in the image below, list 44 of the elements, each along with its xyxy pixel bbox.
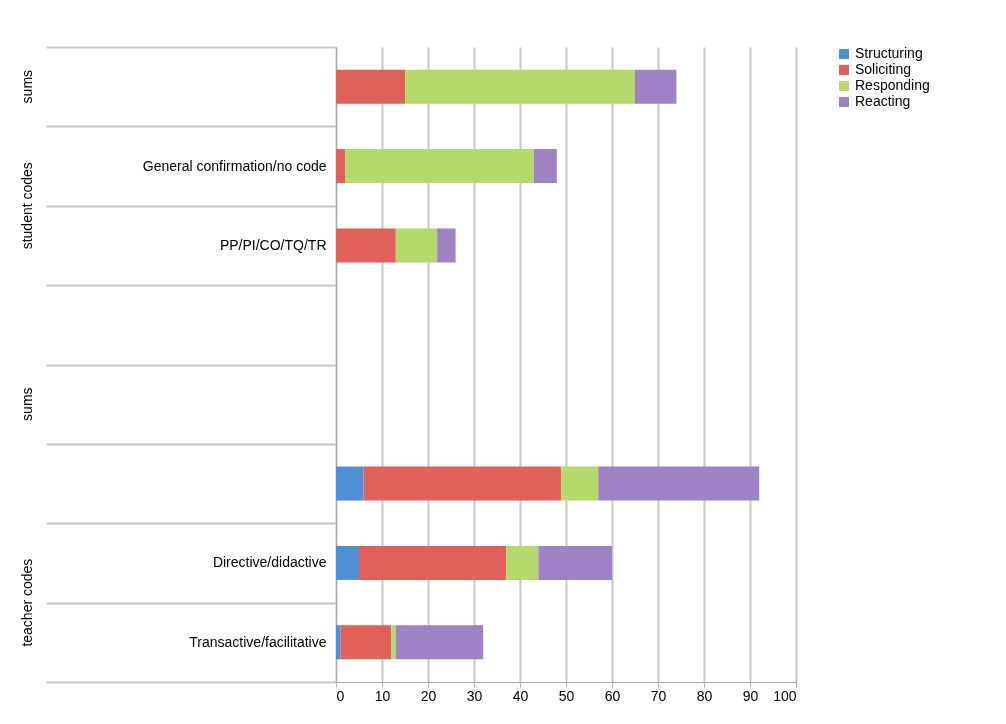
text: sums [18, 387, 35, 421]
y-tick-label: Transactive/facilitative [189, 633, 327, 650]
bar [336, 466, 364, 501]
bar [359, 545, 507, 580]
y-tick-label: Directive/didactive [212, 554, 327, 571]
bar [395, 228, 438, 263]
y-tick-label: PP/PI/CO/TQ/TR [219, 236, 327, 253]
bar [395, 625, 484, 660]
bar [340, 625, 392, 660]
bar [336, 625, 341, 660]
bar [336, 69, 405, 104]
x-tick-label: 10 [374, 687, 391, 704]
bar [533, 149, 557, 184]
bar [506, 545, 539, 580]
bar [391, 625, 396, 660]
x-tick-label: 80 [696, 687, 713, 704]
legend-label: Structuring [855, 45, 923, 61]
text: student codes [18, 162, 35, 250]
bar [336, 149, 346, 184]
bar [345, 149, 534, 184]
bar [598, 466, 760, 501]
y-tick-label: General confirmation/no code [142, 157, 327, 174]
x-tick-label: 30 [466, 687, 483, 704]
legend-label: Reacting [855, 93, 911, 109]
bar [538, 545, 612, 580]
x-tick-label: 50 [558, 687, 575, 704]
x-tick-label: 60 [604, 687, 621, 704]
x-tick-label: 20 [420, 687, 437, 704]
bar [561, 466, 599, 501]
x-tick-label: 100 [773, 687, 797, 704]
x-tick-label: 40 [512, 687, 529, 704]
legend-label: Responding [855, 77, 930, 93]
x-tick-label: 90 [742, 687, 759, 704]
text: teacher codes [18, 558, 35, 647]
bar [437, 228, 456, 263]
x-tick-label: 70 [650, 687, 667, 704]
text: sums [18, 69, 35, 104]
bar [336, 228, 396, 263]
legend-label: Soliciting [855, 61, 912, 77]
bar [336, 545, 359, 580]
bar [635, 69, 677, 104]
bar [405, 69, 635, 104]
x-tick-label: 0 [336, 687, 345, 704]
bar [363, 466, 562, 501]
